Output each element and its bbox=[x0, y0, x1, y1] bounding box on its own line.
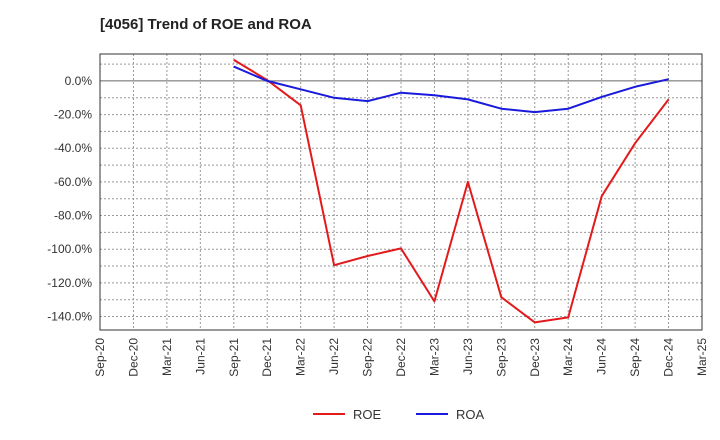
x-tick-label: Jun-21 bbox=[193, 338, 207, 375]
chart-title: [4056] Trend of ROE and ROA bbox=[100, 16, 312, 33]
y-tick-labels: 0.0% -20.0% -40.0% -60.0% -80.0% -100.0% -120.… bbox=[47, 74, 92, 324]
x-tick-label: Mar-22 bbox=[294, 338, 308, 376]
y-tick-label: -140.0% bbox=[47, 310, 92, 324]
x-tick-label: Mar-23 bbox=[427, 338, 441, 376]
y-tick-label: -80.0% bbox=[54, 209, 92, 223]
x-tick-label: Dec-24 bbox=[662, 338, 676, 377]
y-tick-label: 0.0% bbox=[65, 74, 93, 88]
y-tick-label: -60.0% bbox=[54, 175, 92, 189]
x-tick-label: Sep-21 bbox=[227, 338, 241, 377]
legend: ROE ROA bbox=[313, 407, 485, 422]
y-tick-label: -120.0% bbox=[47, 276, 92, 290]
legend-label-roe: ROE bbox=[353, 407, 382, 422]
x-tick-label: Dec-22 bbox=[394, 338, 408, 377]
y-tick-label: -100.0% bbox=[47, 242, 92, 256]
series-line-roe bbox=[233, 59, 670, 324]
x-tick-label: Jun-24 bbox=[595, 338, 609, 375]
x-tick-label: Sep-24 bbox=[628, 338, 642, 377]
x-tick-label: Dec-20 bbox=[126, 338, 140, 377]
legend-label-roa: ROA bbox=[456, 407, 485, 422]
y-tick-label: -20.0% bbox=[54, 108, 92, 122]
x-tick-label: Jun-23 bbox=[461, 338, 475, 375]
x-tick-label: Jun-22 bbox=[327, 338, 341, 375]
x-tick-label: Mar-24 bbox=[561, 338, 575, 376]
series-lines bbox=[233, 59, 670, 324]
x-tick-label: Sep-22 bbox=[361, 338, 375, 377]
x-tick-label: Dec-23 bbox=[528, 338, 542, 377]
plot-frame bbox=[99, 53, 703, 331]
x-tick-label: Dec-21 bbox=[260, 338, 274, 377]
x-tick-labels: Sep-20 Dec-20 Mar-21 Jun-21 Sep-21 Dec-21 Mar-… bbox=[93, 338, 709, 377]
series-line-roa bbox=[233, 65, 669, 114]
y-tick-label: -40.0% bbox=[54, 141, 92, 155]
grid bbox=[100, 54, 702, 330]
x-tick-label: Mar-21 bbox=[160, 338, 174, 376]
axes bbox=[99, 53, 703, 331]
x-tick-label: Mar-25 bbox=[695, 338, 709, 376]
x-tick-label: Sep-20 bbox=[93, 338, 107, 377]
x-tick-label: Sep-23 bbox=[494, 338, 508, 377]
